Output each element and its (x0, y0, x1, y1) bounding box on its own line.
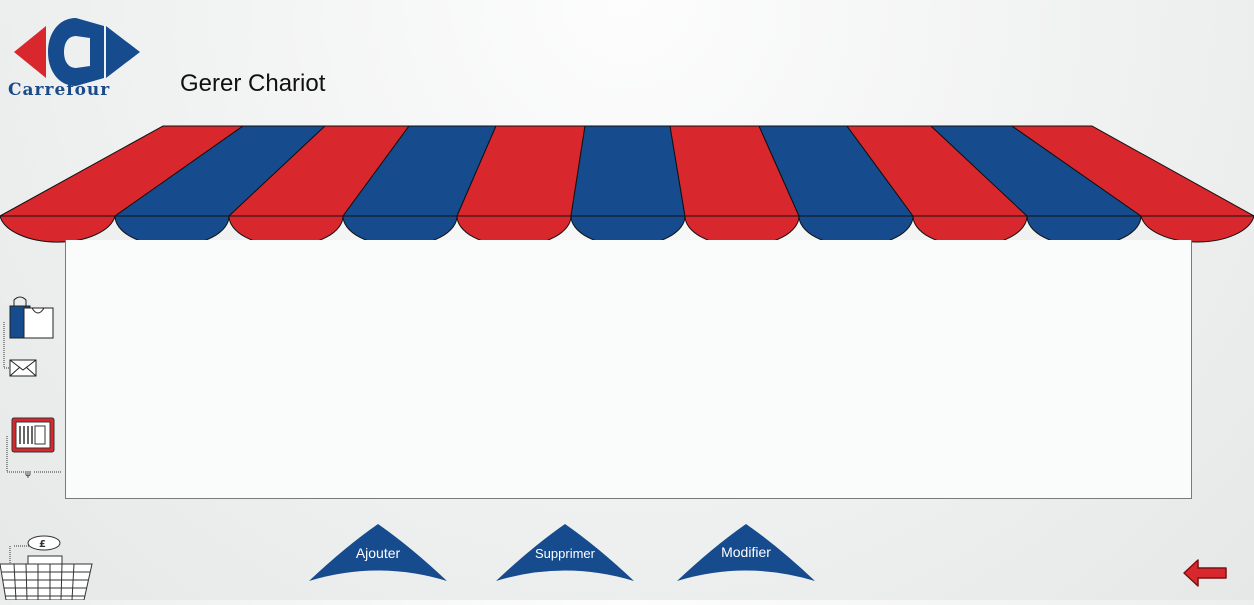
page-title: Gerer Chariot (180, 70, 326, 97)
tablet-icon[interactable]: ψ (4, 416, 64, 482)
envelope-icon (9, 359, 37, 377)
add-button-label: Ajouter (355, 545, 401, 561)
delete-button[interactable]: Supprimer (494, 522, 636, 584)
basket-icon[interactable]: £ (0, 534, 96, 601)
delete-button-label: Supprimer (535, 546, 595, 561)
add-button[interactable]: Ajouter (307, 522, 449, 584)
back-arrow-icon[interactable] (1182, 558, 1230, 588)
cart-content-panel (65, 240, 1192, 499)
edit-button-label: Modifier (721, 544, 771, 560)
pound-coin-icon (27, 535, 61, 551)
logo-wordmark: Carrefour (8, 80, 111, 100)
shopping-bags-icon (9, 296, 54, 339)
carrefour-logo (6, 14, 158, 104)
sidebar-group-orders (0, 294, 64, 378)
store-awning (0, 125, 1254, 247)
svg-text:ψ: ψ (25, 469, 31, 479)
edit-button[interactable]: Modifier (675, 522, 817, 584)
svg-text:£: £ (39, 539, 46, 550)
